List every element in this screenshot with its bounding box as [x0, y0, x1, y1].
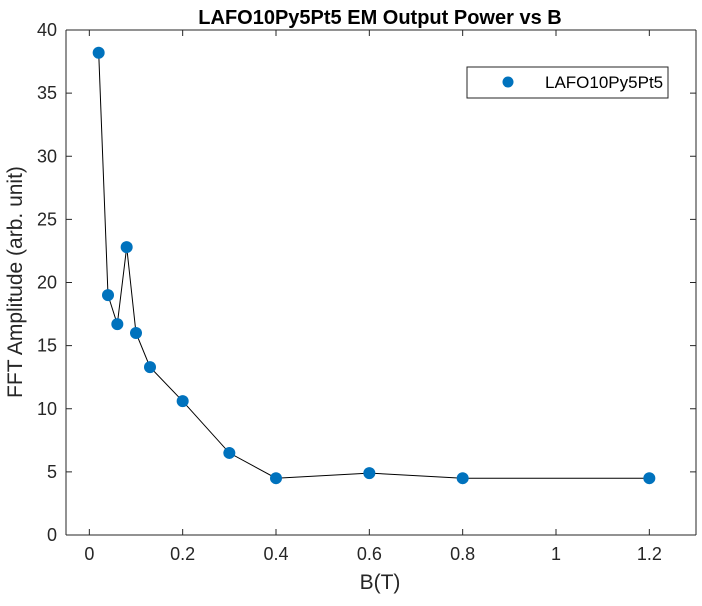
- chart-title: LAFO10Py5Pt5 EM Output Power vs B: [198, 7, 561, 29]
- data-point: [120, 241, 133, 254]
- legend-box: [466, 66, 669, 99]
- x-axis-label: B(T): [360, 571, 401, 594]
- data-point: [363, 467, 376, 480]
- y-axis-label: FFT Amplitude (arb. unit): [4, 166, 27, 398]
- x-tick-label: 0.4: [263, 544, 288, 564]
- x-tick-label: 1.2: [637, 544, 662, 564]
- y-tick-label: 40: [37, 20, 57, 40]
- y-tick-label: 30: [37, 146, 57, 166]
- x-tick-label: 0.2: [170, 544, 195, 564]
- legend-series-label: LAFO10Py5Pt5: [545, 73, 663, 92]
- x-tick-label: 0: [84, 544, 94, 564]
- x-tick-label: 0.8: [450, 544, 475, 564]
- axes: 0 0.2 0.4 0.6 0.8 1 1.2 0 5 10 15 20 25 30 35 40: [37, 20, 697, 564]
- x-tick-label: 0.6: [357, 544, 382, 564]
- y-tick-label: 25: [37, 209, 57, 229]
- data-point: [223, 446, 236, 459]
- data-point: [144, 361, 156, 374]
- y-tick-label: 10: [37, 399, 57, 419]
- y-tick-label: 5: [47, 462, 57, 482]
- legend-marker: [502, 76, 514, 88]
- y-tick-label: 35: [37, 83, 57, 103]
- x-tick-label: 1: [551, 544, 561, 564]
- y-tick-label: 0: [47, 525, 57, 545]
- legend: LAFO10Py5Pt5: [466, 66, 669, 99]
- y-tick-label: 20: [37, 273, 57, 293]
- series-line: [98, 52, 650, 479]
- data-point: [130, 327, 142, 339]
- data-point: [456, 472, 469, 485]
- y-tick-label: 15: [37, 336, 57, 356]
- series-group: [92, 46, 656, 485]
- data-point: [92, 46, 105, 59]
- data-point: [102, 289, 114, 302]
- data-point: [643, 472, 656, 485]
- data-point: [111, 318, 124, 331]
- data-point: [176, 395, 189, 408]
- data-point: [270, 472, 282, 485]
